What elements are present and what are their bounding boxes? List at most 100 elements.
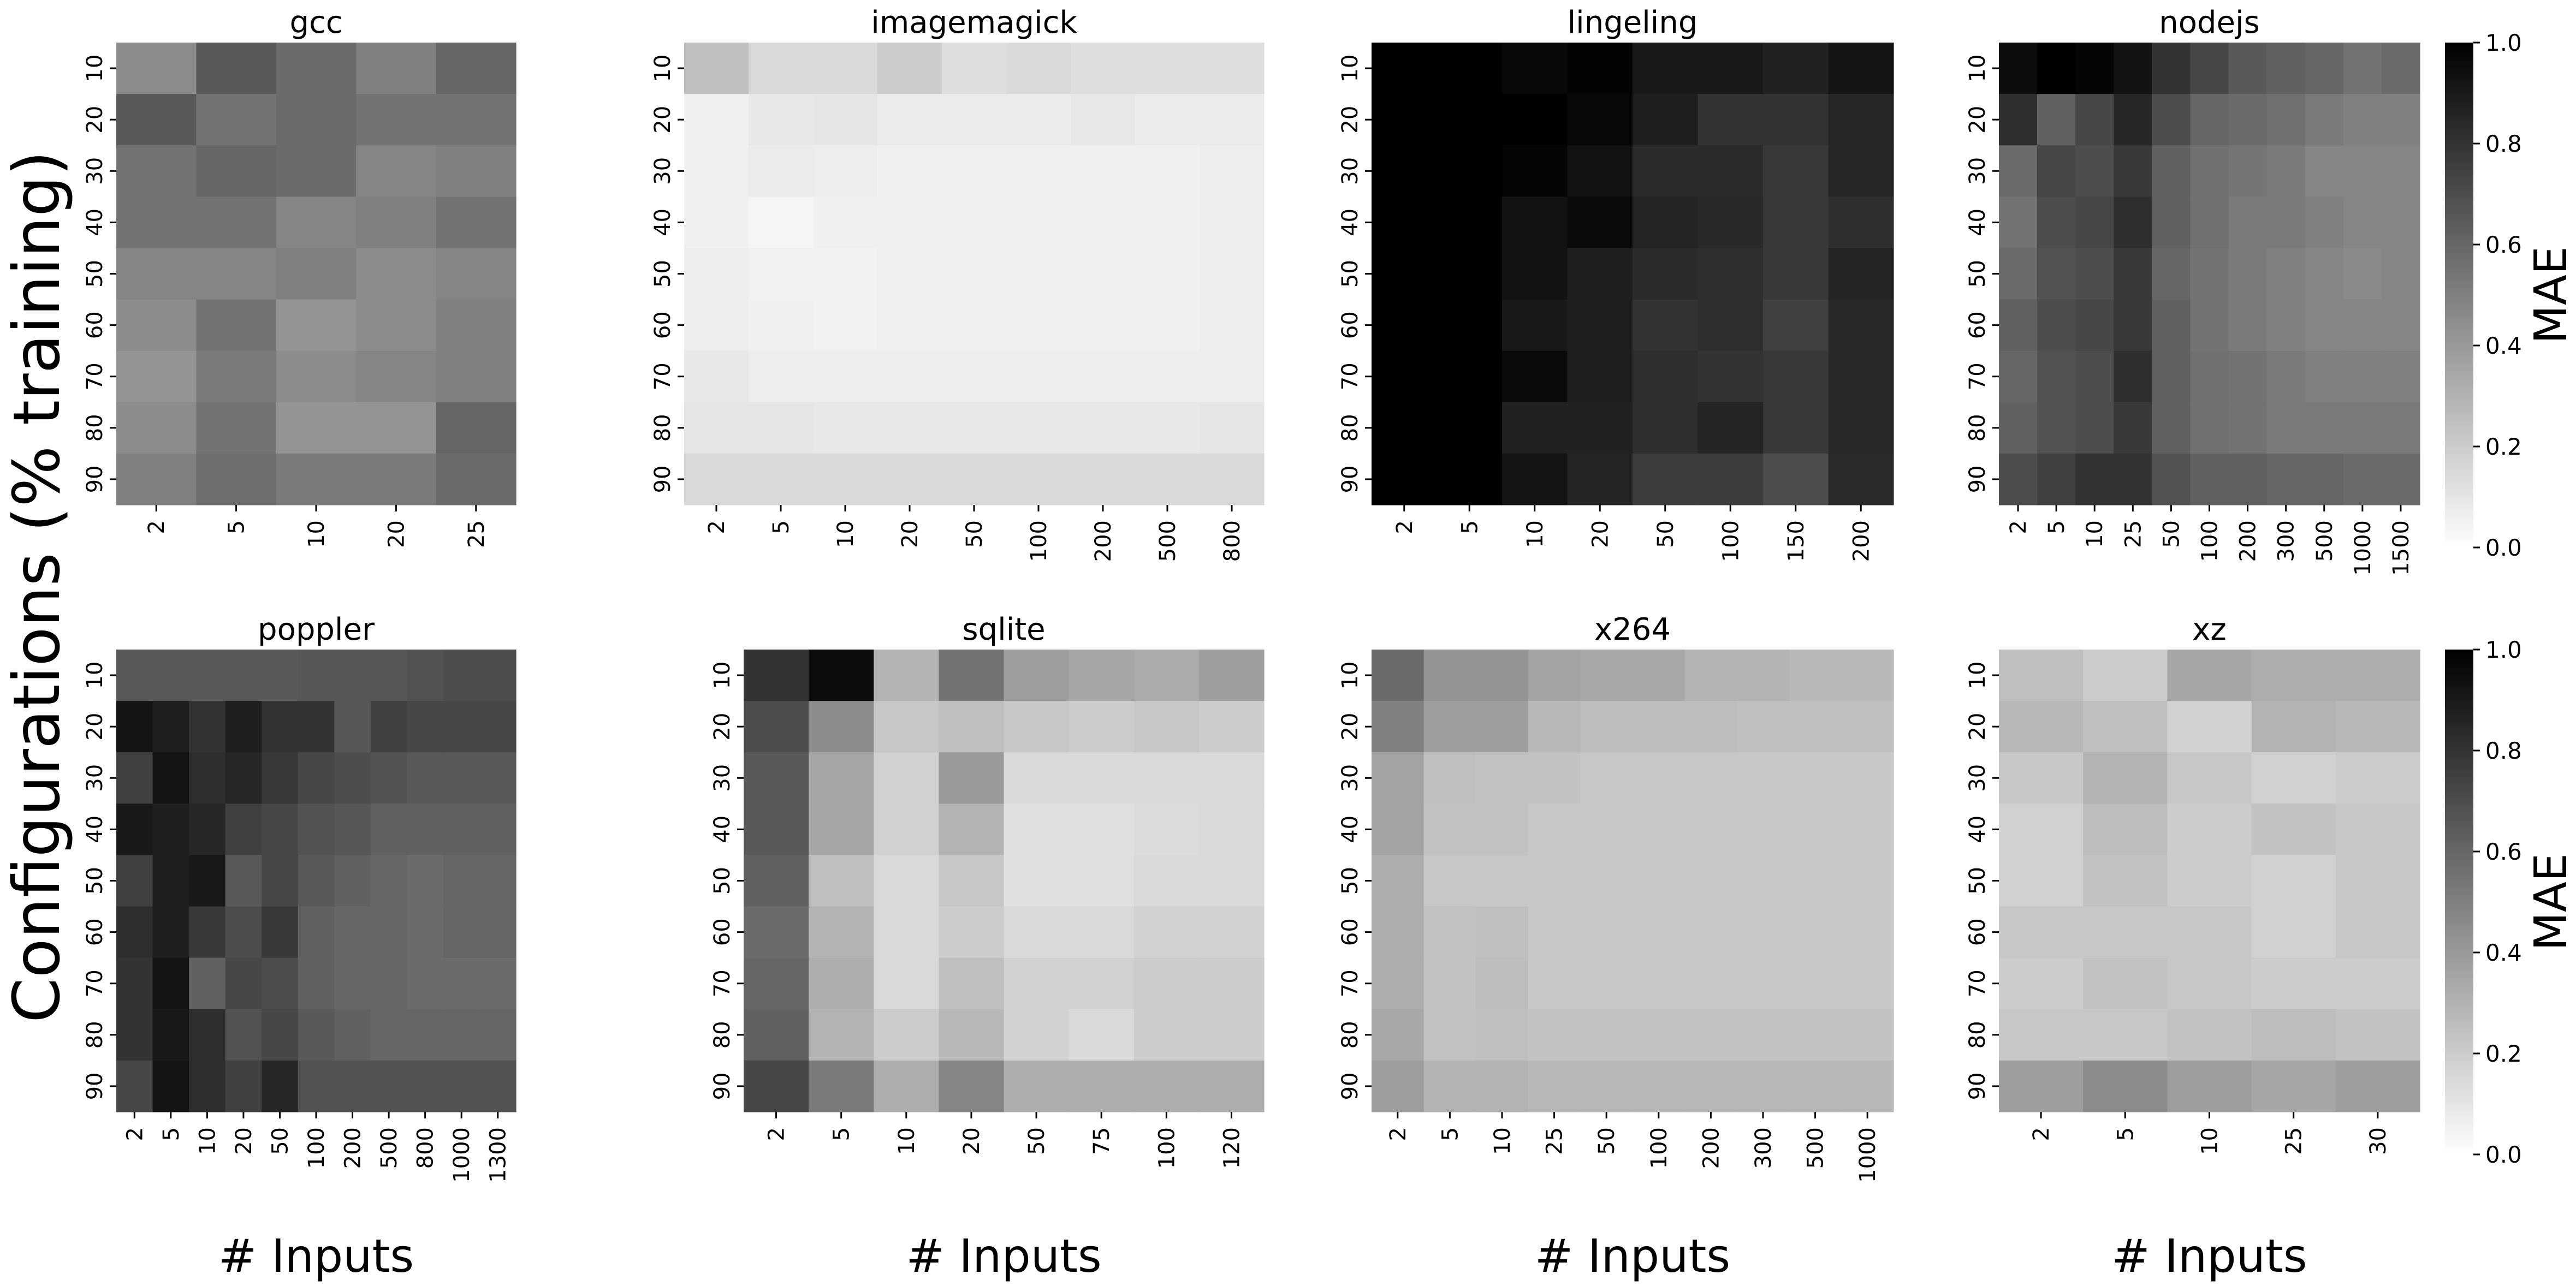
heatmap-cell	[1763, 197, 1829, 249]
heatmap-cell	[1423, 701, 1476, 753]
heatmap-cell	[1528, 650, 1581, 701]
heatmap-cell	[152, 1009, 189, 1061]
heatmap-cell	[1789, 1060, 1842, 1112]
heatmap-cell	[1200, 402, 1265, 454]
y-tick-label: 70	[650, 362, 675, 390]
heatmap-cell	[479, 1060, 517, 1112]
colorbar-label: MAE	[2525, 246, 2576, 344]
y-tick-label: 60	[82, 918, 108, 946]
heatmap-cell	[2083, 1060, 2168, 1112]
heatmap-cell	[2075, 350, 2114, 403]
heatmap-cell	[2335, 803, 2420, 856]
heatmap-cell	[2228, 299, 2268, 352]
heatmap-imagemagick: imagemagick 10 20 30 40 50 60 70 80 90 2 5 10 20 50 100…	[650, 5, 1265, 562]
heatmap-cell	[1999, 43, 2038, 94]
heatmap-cell	[1999, 752, 2084, 804]
heatmap-cell	[407, 650, 444, 701]
heatmap-cell	[2190, 350, 2229, 403]
heatmap-cell	[2266, 453, 2306, 505]
heatmap-cell	[370, 957, 407, 1010]
heatmap-cell	[2251, 1060, 2336, 1112]
colorbar-gradient	[2445, 43, 2473, 547]
heatmap-cell	[1437, 145, 1503, 197]
heatmap-cell	[684, 94, 749, 146]
heatmap-sqlite: sqlite 10 20 30 40 50 60 70 80 90 2 5 10 20 50 75 100 120…	[710, 612, 1265, 1283]
y-tick-label: 40	[1338, 815, 1363, 843]
heatmap-cell	[1006, 453, 1071, 505]
heatmap-cell	[298, 1009, 335, 1061]
heatmap-cell	[116, 1009, 153, 1061]
heatmap-cell	[1372, 957, 1424, 1010]
heatmap-cell	[1684, 957, 1737, 1010]
heatmap-cell	[2266, 350, 2306, 403]
heatmap-cell	[1580, 906, 1633, 958]
heatmap-cell	[2152, 145, 2191, 197]
heatmap-cell	[2228, 43, 2268, 94]
heatmap-cell	[1789, 906, 1842, 958]
y-tick-label: 30	[1965, 157, 1990, 185]
heatmap-lingeling: lingeling 10 20 30 40 50 60 70 80 90 2 5 10 20 50 100 15…	[1338, 5, 1894, 562]
panel-title: x264	[1594, 612, 1671, 647]
y-tick-label: 20	[1338, 713, 1363, 741]
x-tick-label: 1500	[2389, 520, 2414, 576]
heatmap-cell	[2343, 94, 2382, 146]
heatmap-cell	[1828, 299, 1894, 352]
colorbar: 0.0 0.2 0.4 0.6 0.8 1.0 MAE	[2445, 29, 2576, 561]
heatmap-cell	[2343, 402, 2382, 454]
heatmap-cell	[196, 145, 277, 197]
heatmap-cell	[116, 197, 197, 249]
y-tick-label: 60	[1965, 311, 1990, 339]
y-tick-label: 30	[1338, 157, 1363, 185]
heatmap-cell	[2266, 145, 2306, 197]
heatmap-cell	[744, 1009, 809, 1061]
heatmap-cell	[2335, 855, 2420, 907]
heatmap-cell	[1633, 803, 1685, 856]
heatmap-cell	[189, 1009, 226, 1061]
heatmap-cell	[749, 94, 814, 146]
heatmap-cell	[196, 453, 277, 505]
x-tick-label: 5	[829, 1127, 854, 1141]
heatmap-cell	[1476, 701, 1529, 753]
y-tick-label: 30	[650, 157, 675, 185]
heatmap-cell	[1200, 197, 1265, 249]
heatmap-cell	[262, 957, 299, 1010]
heatmap-cell	[1828, 43, 1894, 94]
heatmap-cell	[813, 197, 878, 249]
y-tick-label: 20	[82, 106, 108, 134]
heatmap-cell	[2083, 1009, 2168, 1061]
heatmap-cell	[2343, 145, 2382, 197]
heatmap-cell	[809, 803, 874, 856]
x-tick-label: 100	[1026, 520, 1052, 562]
heatmap-cell	[749, 248, 814, 300]
heatmap-cell	[2152, 299, 2191, 352]
heatmap-cell	[1999, 248, 2038, 300]
heatmap-cell	[1841, 752, 1894, 804]
y-tick-label: 50	[82, 260, 108, 288]
heatmap-cell	[1633, 94, 1699, 146]
heatmap-cell	[1133, 957, 1200, 1010]
heatmap-cell	[1999, 906, 2084, 958]
heatmap-cell	[749, 402, 814, 454]
heatmap-cell	[1437, 248, 1503, 300]
heatmap-cell	[2190, 299, 2229, 352]
y-tick-label: 90	[1965, 1072, 1990, 1100]
heatmap-cell	[298, 855, 335, 907]
heatmap-cell	[2083, 803, 2168, 856]
heatmap-cell	[2228, 402, 2268, 454]
y-tick-label: 90	[1338, 1072, 1363, 1100]
heatmap-cell	[152, 906, 189, 958]
heatmap-cell	[877, 197, 942, 249]
heatmap-cell	[1372, 803, 1424, 856]
heatmap-cell	[1528, 855, 1581, 907]
heatmap-cell	[443, 906, 480, 958]
heatmap-cell	[116, 299, 197, 352]
heatmap-cell	[809, 701, 874, 753]
heatmap-cell	[1633, 1009, 1685, 1061]
heatmap-cell	[2190, 402, 2229, 454]
heatmap-cell	[1789, 855, 1842, 907]
x-tick-label: 120	[1219, 1127, 1244, 1169]
y-tick-label: 60	[1338, 311, 1363, 339]
heatmap-cell	[2037, 299, 2076, 352]
heatmap-cell	[1684, 650, 1737, 701]
heatmap-cell	[939, 803, 1005, 856]
